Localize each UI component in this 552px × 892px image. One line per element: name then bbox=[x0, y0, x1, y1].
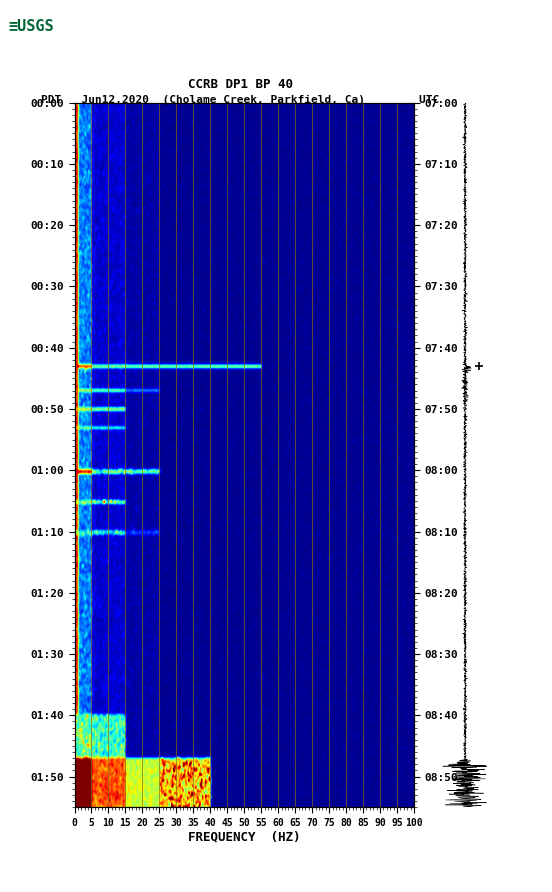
Text: PDT   Jun12,2020  (Cholame Creek, Parkfield, Ca)        UTC: PDT Jun12,2020 (Cholame Creek, Parkfield… bbox=[41, 95, 439, 105]
X-axis label: FREQUENCY  (HZ): FREQUENCY (HZ) bbox=[188, 830, 300, 844]
Text: ≡USGS: ≡USGS bbox=[8, 20, 54, 34]
Text: CCRB DP1 BP 40: CCRB DP1 BP 40 bbox=[188, 78, 293, 91]
